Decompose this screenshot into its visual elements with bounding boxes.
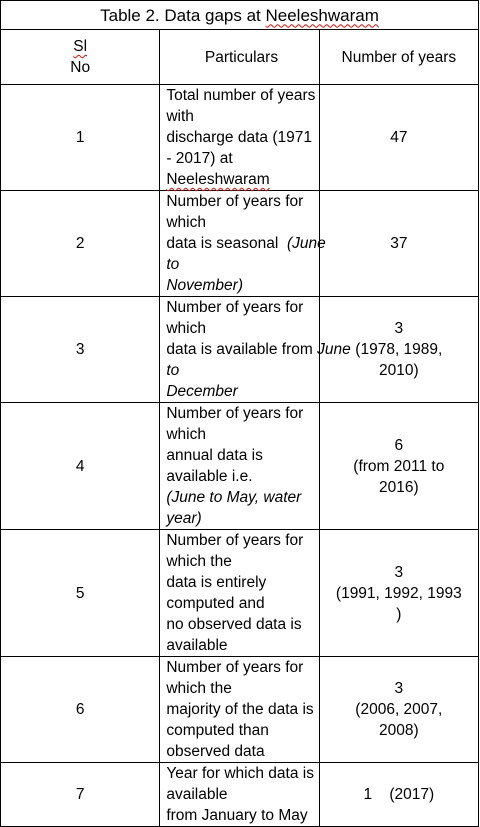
header-particulars: Particulars xyxy=(159,29,320,85)
sl-cell: 3 xyxy=(0,296,161,403)
years-cell: 3 (2006, 2007, 2008) xyxy=(318,656,480,763)
years-cell: 1 (2017) xyxy=(318,762,480,827)
years-line: (from 2011 to xyxy=(353,457,445,475)
table-row: 7 Year for which data is available from J… xyxy=(0,762,480,827)
table-caption: Table 2. Data gaps at Neeleshwaram xyxy=(0,0,479,30)
years-cell: 3 (1991, 1992, 1993) xyxy=(318,529,480,657)
particulars-line: discharge data (1971 - 2017) at xyxy=(166,129,312,167)
header-row: Sl No Particulars Number of years xyxy=(0,29,480,85)
table-row: 1 Total number of years with discharge da… xyxy=(0,84,480,191)
particulars-line: data is available from xyxy=(166,341,318,358)
particulars-cell: Total number of years with discharge data… xyxy=(159,84,320,191)
years-line: ) xyxy=(396,605,402,623)
particulars-line: majority of the data is xyxy=(166,701,314,718)
particulars-italic: November) xyxy=(166,277,243,294)
header-years: Number of years xyxy=(318,29,480,85)
table-row: 6 Number of years for which the majority … xyxy=(0,656,480,763)
years-cell: 37 xyxy=(318,190,480,297)
table-row: 4 Number of years for which annual data i… xyxy=(0,402,480,530)
years-cell: 6 (from 2011 to 2016) xyxy=(318,402,480,530)
particulars-cell: Number of years for which data is availab… xyxy=(159,296,351,403)
particulars-line: computed than observed data xyxy=(166,722,269,760)
particulars-cell: Number of years for which the data is ent… xyxy=(159,529,320,657)
years-line: 6 xyxy=(394,436,404,454)
table-row: 3 Number of years for which data is avail… xyxy=(0,296,480,403)
particulars-line: Year for which data is available xyxy=(166,765,314,803)
header-sl-line1: Sl xyxy=(73,38,88,55)
particulars-line: Total number of years with xyxy=(166,87,316,125)
table-row: 2 Number of years for which data is seaso… xyxy=(0,190,480,297)
particulars-line: Number of years for which the xyxy=(166,659,304,697)
years-line: 2008) xyxy=(379,722,419,739)
years-line: 2016) xyxy=(379,478,419,496)
years-line: 3 xyxy=(394,563,404,581)
sl-cell: 2 xyxy=(0,190,161,297)
sl-cell: 5 xyxy=(0,529,161,657)
sl-cell: 6 xyxy=(0,656,161,763)
years-line: 1 (2017) xyxy=(363,786,435,803)
particulars-cell: Year for which data is available from Jan… xyxy=(159,762,320,827)
particulars-italic: (June to May, water year) xyxy=(166,489,302,527)
sl-cell: 7 xyxy=(0,762,161,827)
particulars-line: Number of years for which xyxy=(166,193,304,231)
caption-place: Neeleshwaram xyxy=(265,5,379,25)
particulars-cell: Number of years for which annual data is … xyxy=(159,402,320,530)
years-line: 2010) xyxy=(379,362,419,379)
particulars-italic: June to xyxy=(166,341,351,379)
particulars-line: from January to May xyxy=(166,807,308,824)
table-row: 5 Number of years for which the data is e… xyxy=(0,529,480,657)
particulars-line: Number of years for which xyxy=(166,405,304,443)
years-line: (1991, 1992, 1993 xyxy=(335,584,462,602)
caption-prefix: Table 2. Data gaps at xyxy=(100,5,266,25)
particulars-line: Neeleshwaram xyxy=(166,171,270,188)
years-line: (2006, 2007, xyxy=(355,701,443,718)
sl-cell: 4 xyxy=(0,402,161,530)
sl-cell: 1 xyxy=(0,84,161,191)
years-cell: 3 (1978, 1989, 2010) xyxy=(318,296,480,403)
particulars-line: Number of years for which the xyxy=(166,532,304,570)
particulars-line: annual data is available i.e. xyxy=(166,447,263,485)
caption-row: Table 2. Data gaps at Neeleshwaram xyxy=(0,0,479,30)
years-cell: 47 xyxy=(318,84,480,191)
header-sl: Sl No xyxy=(0,29,161,85)
particulars-line: no observed data is available xyxy=(166,616,302,654)
header-sl-line2: No xyxy=(70,59,91,76)
years-line: (1978, 1989, xyxy=(355,341,443,358)
particulars-cell: Number of years for which data is seasona… xyxy=(159,190,326,297)
particulars-line: Number of years for which xyxy=(166,299,304,337)
particulars-cell: Number of years for which the majority of… xyxy=(159,656,320,763)
years-line: 3 xyxy=(394,680,404,697)
particulars-italic: December xyxy=(166,383,238,400)
years-line: 3 xyxy=(394,320,404,337)
particulars-italic: (June to xyxy=(166,235,326,273)
particulars-line: data is entirely computed and xyxy=(166,574,267,612)
particulars-line: data is seasonal xyxy=(166,235,287,252)
